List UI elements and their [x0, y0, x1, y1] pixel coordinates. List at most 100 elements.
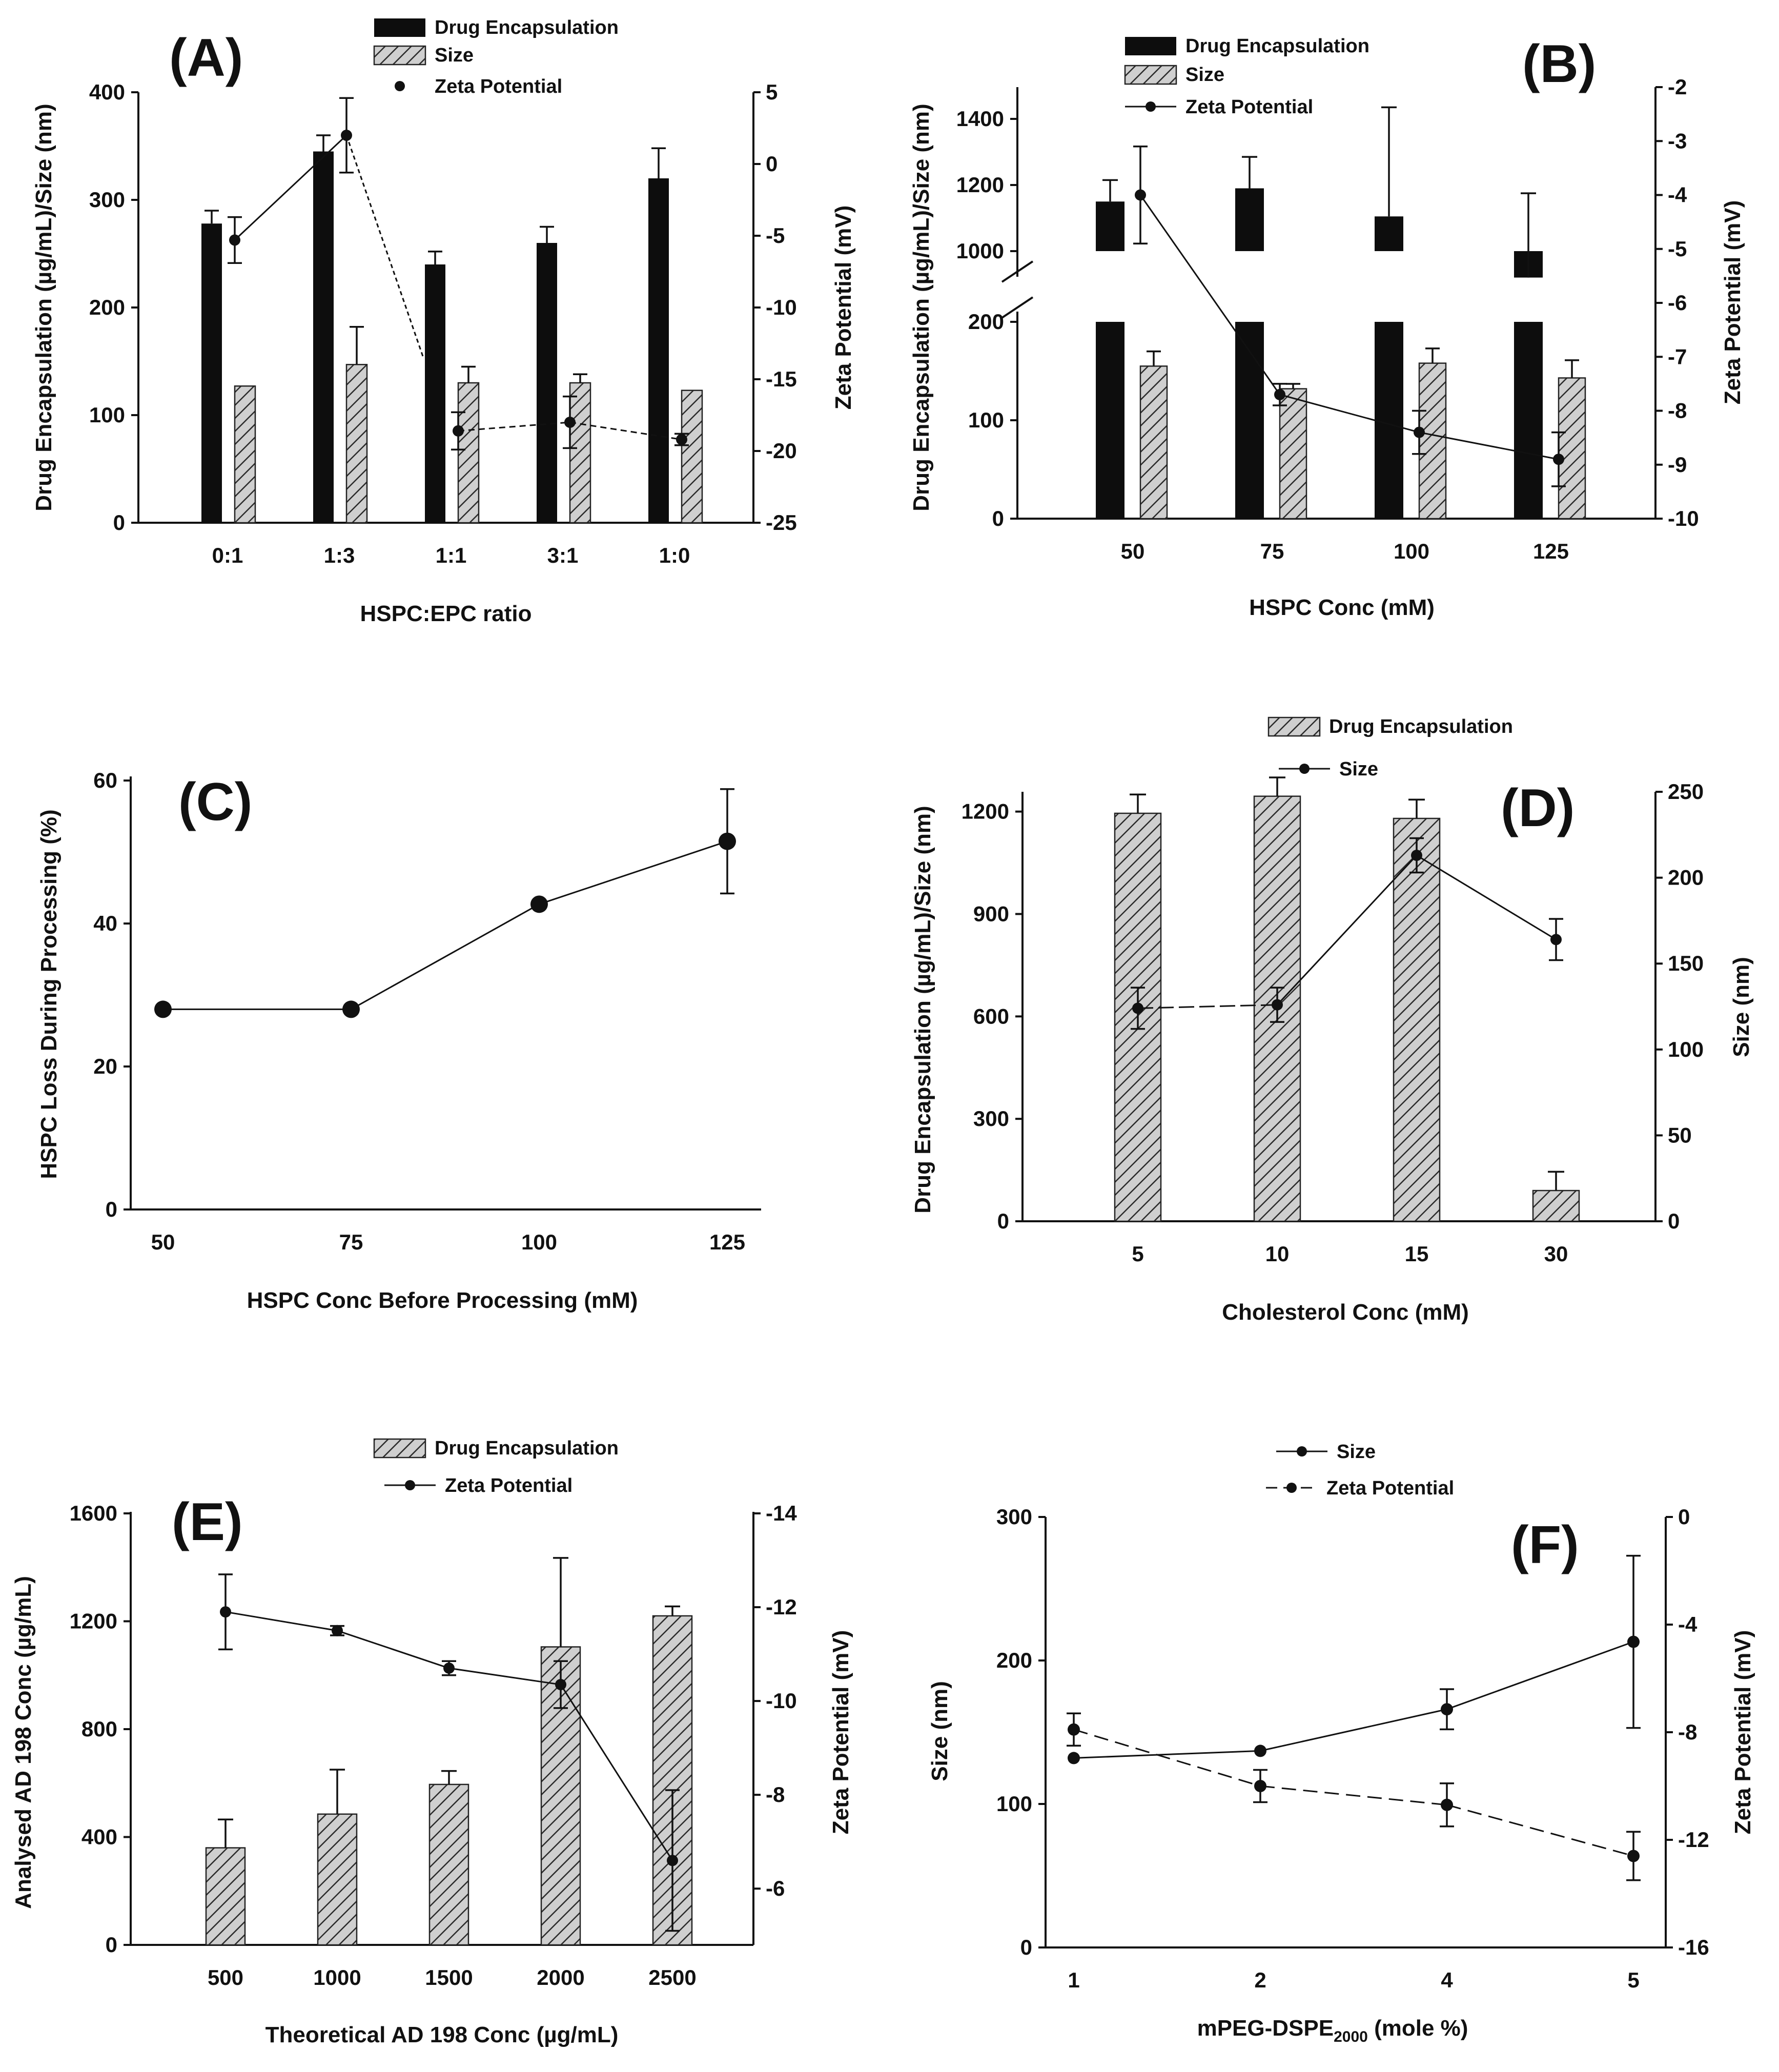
y2-tick-label: -15 — [766, 367, 797, 391]
drug-encapsulation-bar-upper — [1375, 216, 1403, 251]
y2-tick-label: -5 — [1668, 237, 1687, 261]
zeta-potential-point — [220, 1606, 231, 1618]
y-tick-label: 0 — [997, 1209, 1009, 1233]
legend-size-label: Size — [1339, 758, 1378, 780]
drug-encapsulation-bar — [313, 151, 334, 523]
size-line-segment — [1446, 1641, 1634, 1710]
hspc-loss-point — [719, 832, 736, 850]
panel-letter: (F) — [1511, 1515, 1579, 1575]
x-tick-label: 3:1 — [547, 543, 579, 567]
y2-tick-label: -25 — [766, 510, 797, 535]
legend-zeta-potential-swatch-marker — [1146, 101, 1156, 112]
y2-tick-label: 0 — [1668, 1209, 1680, 1233]
legend-zeta-potential-swatch-marker — [405, 1480, 415, 1490]
zeta-potential-point — [1068, 1723, 1080, 1736]
zeta-potential-point — [1627, 1850, 1640, 1862]
y-tick-label: 600 — [973, 1004, 1009, 1028]
x-axis-title-tail: (mole %) — [1368, 2016, 1468, 2041]
zeta-line-segment — [1139, 194, 1281, 395]
y2-axis-title: Zeta Potential (mV) — [828, 1630, 853, 1835]
size-bar — [345, 364, 368, 524]
size-point — [1068, 1752, 1080, 1765]
y2-axis-title: Zeta Potential (mV) — [1730, 1630, 1755, 1835]
y-tick-label: 300 — [996, 1505, 1032, 1529]
y-axis-title: Drug Encapsulation (µg/mL)/Size (nm) — [31, 104, 56, 511]
panel-letter: (C) — [178, 772, 252, 832]
y2-tick-label: -4 — [1678, 1612, 1698, 1636]
legend-zeta-potential-label: Zeta Potential — [435, 76, 562, 97]
panel-letter: (A) — [169, 28, 243, 88]
size-point — [1272, 999, 1283, 1011]
legend-zeta-potential-swatch-marker — [1286, 1483, 1297, 1493]
size-bar — [1418, 362, 1447, 520]
drug-encapsulation-bar — [1532, 1189, 1580, 1222]
zeta-potential-point — [667, 1855, 678, 1866]
legend-size-swatch — [373, 45, 426, 66]
panel-c: 0 20 40 60 50 75 100 125 HSPC Conc Before Proces… — [36, 768, 761, 1313]
zeta-potential-point — [1274, 388, 1285, 400]
legend-size-label: Size — [435, 45, 474, 66]
legend-zeta-potential-label: Zeta Potential — [445, 1475, 572, 1496]
y-tick-label: 1000 — [956, 239, 1004, 263]
y-tick-label: 1600 — [70, 1501, 117, 1525]
y2-tick-label: -7 — [1668, 344, 1687, 368]
y2-tick-label: -14 — [766, 1501, 797, 1525]
y-tick-label: 200 — [968, 310, 1004, 334]
legend-size-swatch — [1124, 65, 1177, 85]
x-tick-label: 1 — [1068, 1968, 1079, 1992]
y-axis-title: HSPC Loss During Processing (%) — [36, 809, 62, 1179]
panel-letter: (E) — [172, 1492, 243, 1552]
y2-tick-label: -16 — [1678, 1935, 1709, 1959]
zeta-potential-point — [453, 425, 464, 437]
x-tick-label: 50 — [151, 1230, 175, 1254]
y-tick-label: 1200 — [956, 173, 1004, 197]
y-tick-label: 1400 — [956, 107, 1004, 131]
y-tick-label: 1200 — [962, 799, 1009, 824]
legend-drug-encapsulation-swatch — [1125, 37, 1176, 55]
y-tick-label: 0 — [113, 510, 125, 535]
zeta-potential-point — [229, 234, 240, 246]
y2-tick-label: -4 — [1668, 183, 1687, 207]
x-axis-title-main: mPEG-DSPE — [1197, 2016, 1334, 2041]
y2-tick-label: 100 — [1668, 1037, 1704, 1061]
zeta-line-segment — [448, 1667, 561, 1686]
drug-encapsulation-bar-lower — [1514, 322, 1543, 519]
zeta-potential-point — [341, 130, 352, 141]
y-tick-label: 400 — [89, 80, 125, 104]
size-point — [1254, 1745, 1266, 1757]
drug-encapsulation-bar — [428, 1783, 469, 1946]
zeta-potential-point — [555, 1679, 566, 1691]
size-point — [1627, 1635, 1640, 1648]
zeta-potential-point — [1414, 426, 1425, 438]
legend-drug-encapsulation-swatch — [1267, 716, 1321, 737]
y2-tick-label: -8 — [1668, 399, 1687, 423]
y2-tick-label: -10 — [1668, 506, 1699, 530]
y-tick-label: 900 — [973, 901, 1009, 926]
hspc-loss-point — [154, 1000, 172, 1018]
size-point — [1132, 1002, 1143, 1014]
zeta-potential-point — [443, 1663, 455, 1674]
y-tick-label: 60 — [93, 768, 117, 792]
x-axis-title: mPEG-DSPE2000 (mole %) — [1197, 2016, 1468, 2045]
y2-tick-label: 150 — [1668, 951, 1704, 975]
legend-drug-encapsulation-label: Drug Encapsulation — [435, 1438, 619, 1459]
zeta-line-segment — [1073, 1729, 1261, 1787]
x-tick-label: 1000 — [313, 1965, 361, 1989]
size-bar — [569, 382, 591, 524]
y2-tick-label: 5 — [766, 80, 778, 104]
y2-tick-label: -6 — [1668, 291, 1687, 315]
size-bar — [681, 389, 703, 524]
y2-tick-label: 250 — [1668, 779, 1704, 804]
drug-encapsulation-bar — [205, 1847, 246, 1946]
size-bar — [1558, 377, 1586, 520]
x-tick-label: 10 — [1265, 1242, 1290, 1266]
y-axis-title: Drug Encapsulation (µg/mL)/Size (nm) — [909, 104, 934, 511]
zeta-line-segment — [1419, 432, 1559, 460]
x-tick-label: 1500 — [425, 1965, 473, 1989]
zeta-line-segment — [225, 1611, 338, 1632]
zeta-potential-point — [1254, 1780, 1266, 1792]
drug-encapsulation-bar — [537, 243, 557, 523]
y2-tick-label: -5 — [766, 223, 785, 248]
y-axis-title: Size (nm) — [927, 1681, 952, 1781]
